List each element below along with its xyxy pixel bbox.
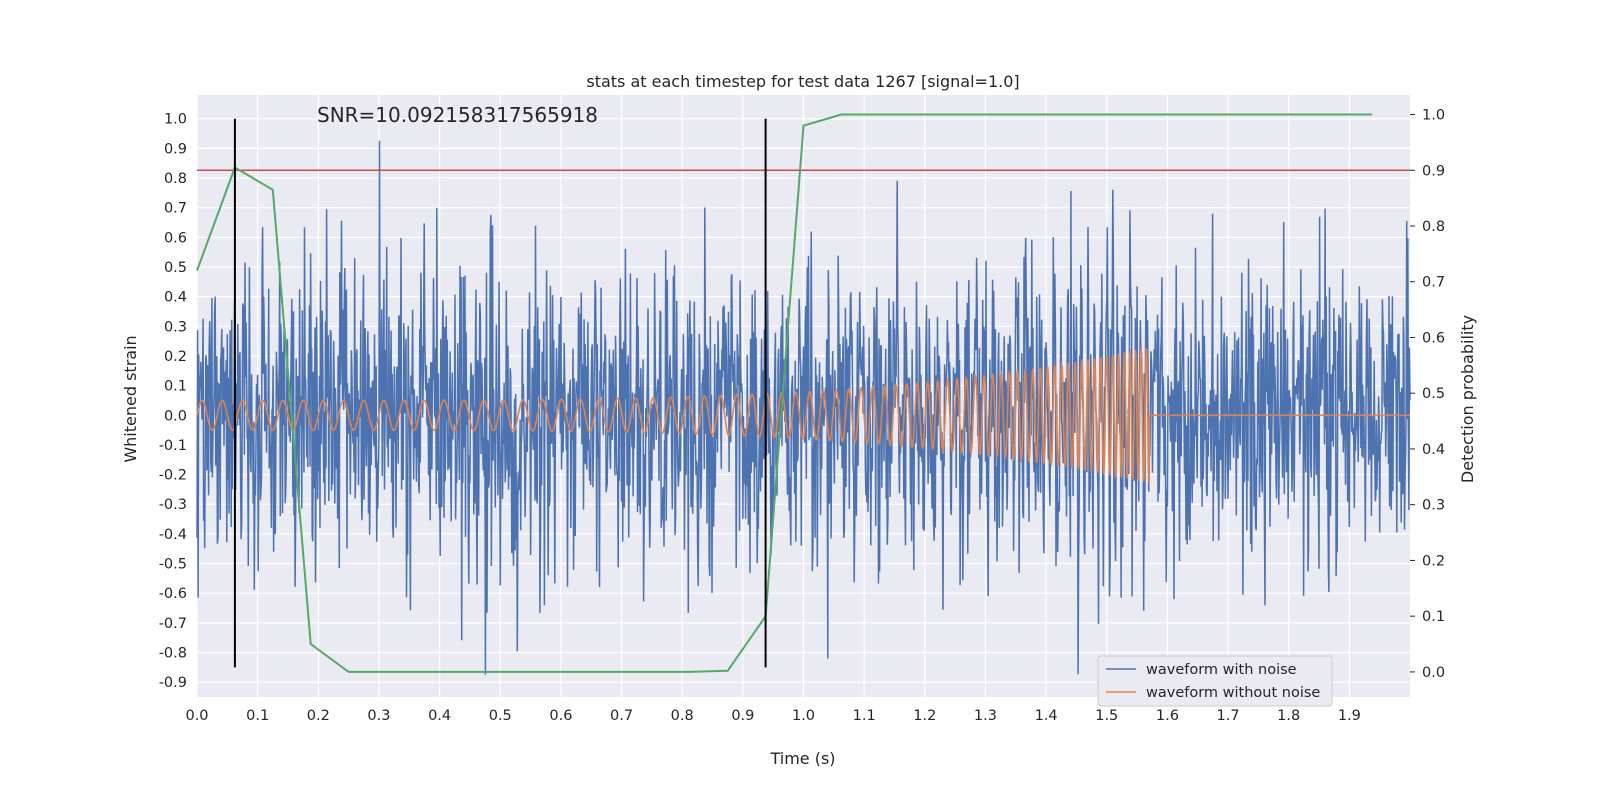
y-tick-label-left: 0.0 [164,408,187,424]
x-tick-label: 0.1 [246,708,269,724]
snr-annotation: SNR=10.092158317565918 [317,103,598,127]
x-tick-label: 1.3 [974,708,997,724]
y-tick-label-left: 0.7 [164,201,187,217]
y-tick-label-left: 1.0 [164,112,187,128]
tick-labels: 0.0 0.1 0.2 0.3 0.4 0.5 0.6 0.7 0.8 0.9 1.0 1.1 1.2 1… [159,108,1445,724]
y-tick-label-left: -0.2 [159,468,187,484]
y-tick-label-right: 0.4 [1422,442,1445,458]
y-tick-label-right: 0.8 [1422,219,1445,235]
y-tick-label-left: -0.6 [159,586,187,602]
y-tick-label-left: 0.9 [164,141,187,157]
y-axis-label-left: Whitened strain [121,335,140,462]
y-tick-label-left: -0.4 [159,527,187,543]
x-tick-label: 0.0 [185,708,208,724]
y-tick-label-left: -0.3 [159,497,187,513]
x-tick-label: 0.4 [428,708,451,724]
y-tick-label-left: 0.3 [164,319,187,335]
y-tick-label-left: 0.4 [164,290,187,306]
y-tick-label-right: 0.9 [1422,163,1445,179]
x-tick-label: 0.8 [671,708,694,724]
x-tick-label: 1.0 [792,708,815,724]
x-tick-label: 0.6 [549,708,572,724]
y-tick-label-left: -0.7 [159,616,187,632]
x-tick-label: 0.9 [731,708,754,724]
legend: waveform with noise waveform without noi… [1097,655,1333,707]
y-tick-label-left: -0.5 [159,557,187,573]
y-tick-label-left: 0.6 [164,230,187,246]
series-waveform-with-noise [196,140,1411,675]
y-tick-label-left: 0.5 [164,260,187,276]
x-tick-label: 0.5 [489,708,512,724]
y-tick-label-right: 0.7 [1422,275,1445,291]
x-tick-label: 1.5 [1095,708,1118,724]
y-tick-label-right: 0.0 [1422,665,1445,681]
x-tick-label: 0.7 [610,708,633,724]
x-tick-label: 1.7 [1217,708,1240,724]
x-tick-label: 1.1 [853,708,876,724]
y-tick-label-left: 0.2 [164,349,187,365]
x-tick-label: 1.9 [1338,708,1361,724]
x-tick-label: 1.4 [1035,708,1058,724]
y-axis-label-right: Detection probability [1458,315,1477,483]
y-tick-label-right: 0.2 [1422,553,1445,569]
y-tick-label-right: 0.5 [1422,386,1445,402]
series-layer [196,113,1411,675]
y-tick-label-left: -0.9 [159,675,187,691]
x-axis-label: Time (s) [769,749,835,768]
legend-box [1097,655,1333,707]
y-tick-label-left: -0.8 [159,646,187,662]
series-detection-probability [196,113,1373,673]
y-tick-label-left: -0.1 [159,438,187,454]
y-tick-label-right: 0.1 [1422,609,1445,625]
x-tick-label: 0.3 [367,708,390,724]
x-tick-label: 1.8 [1277,708,1300,724]
x-tick-label: 1.6 [1156,708,1179,724]
legend-label-clean: waveform without noise [1146,685,1320,701]
y-tick-label-left: 0.8 [164,171,187,187]
y-tick-label-right: 1.0 [1422,108,1445,124]
y-tick-label-right: 0.6 [1422,330,1445,346]
x-tick-label: 0.2 [307,708,330,724]
y-tick-label-left: 0.1 [164,379,187,395]
series-waveform-without-noise [196,348,1410,484]
chart-title: stats at each timestep for test data 126… [586,72,1019,91]
x-tick-label: 1.2 [913,708,936,724]
legend-label-noise: waveform with noise [1146,662,1297,678]
y-tick-label-right: 0.3 [1422,498,1445,514]
